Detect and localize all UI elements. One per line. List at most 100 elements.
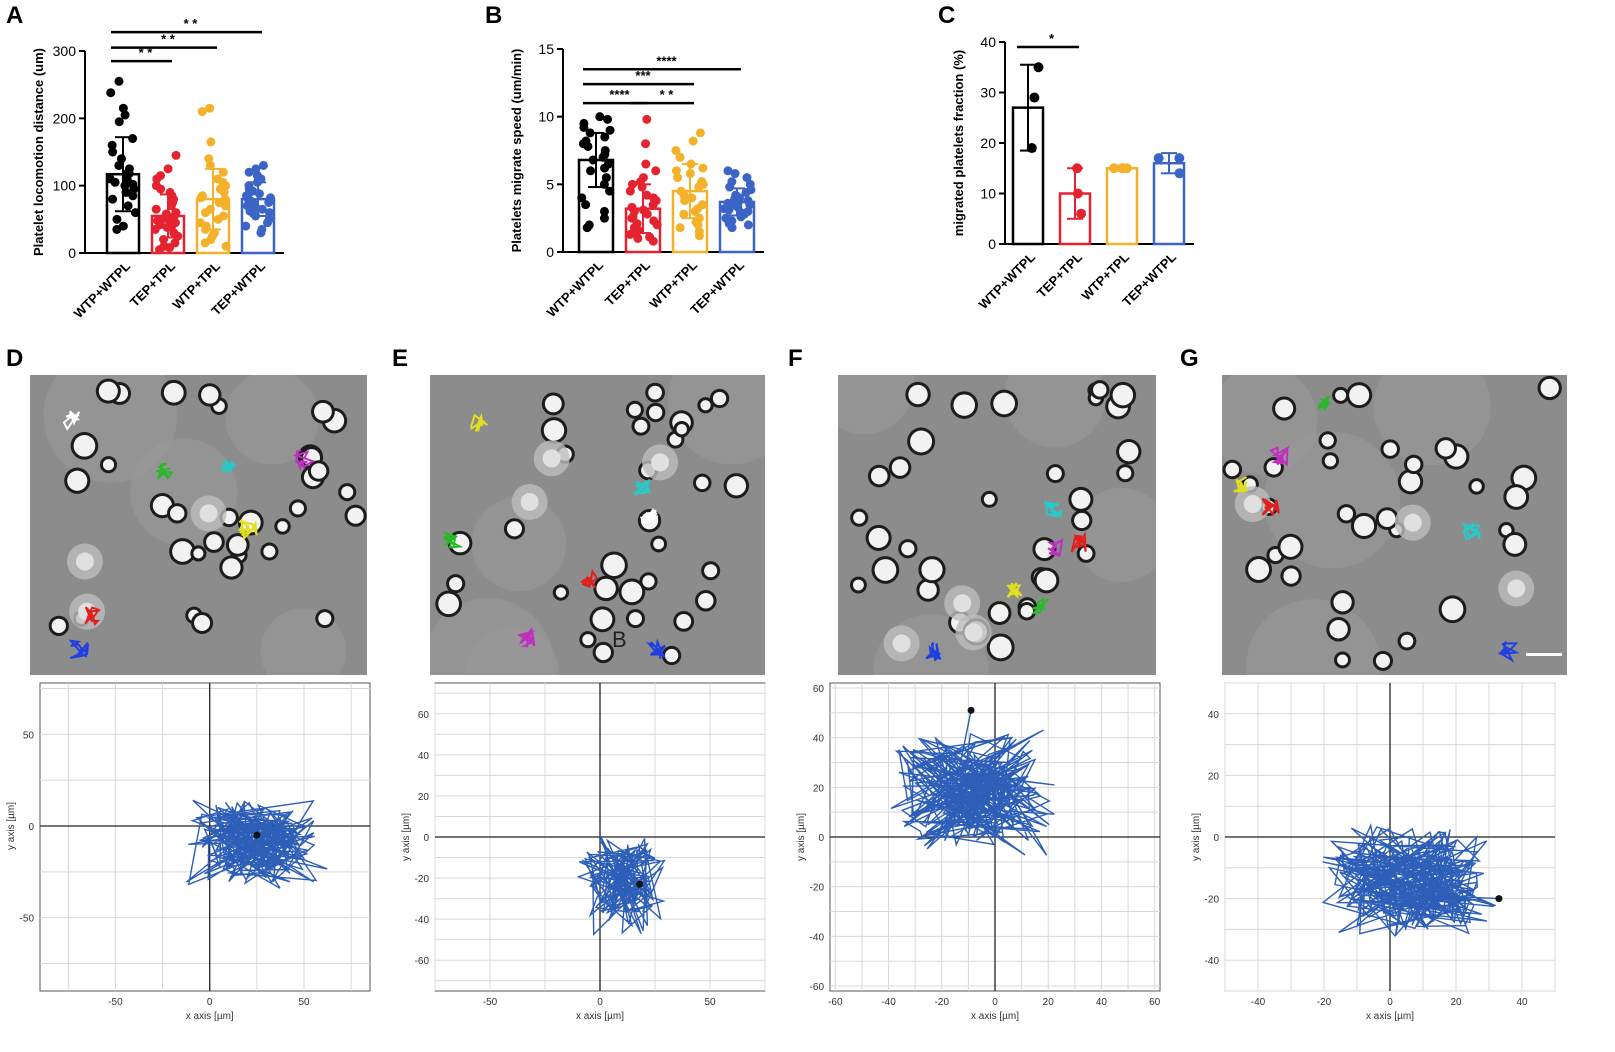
y-tick-label: 0 bbox=[818, 833, 824, 844]
y-tick-label: 0 bbox=[546, 244, 554, 260]
data-point bbox=[598, 152, 608, 162]
data-point bbox=[1174, 153, 1185, 164]
data-point bbox=[627, 179, 637, 189]
cell bbox=[901, 542, 915, 556]
bg-blob bbox=[1004, 375, 1106, 448]
cell bbox=[712, 391, 727, 406]
cell bbox=[310, 463, 327, 479]
data-point bbox=[114, 160, 124, 170]
cell bbox=[1400, 634, 1414, 648]
x-tick-label: -20 bbox=[935, 997, 950, 1008]
cell bbox=[698, 593, 714, 609]
data-point bbox=[1033, 62, 1044, 73]
data-point bbox=[581, 200, 591, 210]
cell bbox=[98, 381, 118, 401]
data-point bbox=[648, 200, 658, 210]
cell-track bbox=[1497, 640, 1520, 663]
cell bbox=[1505, 534, 1525, 554]
data-point bbox=[171, 150, 181, 160]
cell-track bbox=[516, 627, 536, 648]
cell bbox=[1112, 384, 1134, 406]
x-tick-label: WTP+WTPL bbox=[71, 258, 133, 320]
track-plot-f: -60 -40 -20 0 20 40 60 -60 -40 -20 0 20 40 60 x axis [… bbox=[796, 682, 1161, 1022]
x-tick-label: -50 bbox=[108, 997, 123, 1008]
x-tick-label: -60 bbox=[828, 997, 843, 1008]
data-point bbox=[264, 208, 274, 218]
y-tick-label: 60 bbox=[813, 684, 825, 695]
bg-blob bbox=[466, 627, 560, 675]
data-point bbox=[120, 181, 130, 191]
data-point bbox=[675, 152, 685, 162]
cell bbox=[628, 612, 642, 626]
cell bbox=[853, 511, 866, 524]
y-tick-label: 50 bbox=[23, 730, 35, 741]
y-tick-label: 0 bbox=[28, 822, 34, 833]
y-tick-label: 20 bbox=[1208, 771, 1220, 782]
cell-track bbox=[1261, 497, 1280, 517]
cell bbox=[648, 405, 663, 420]
y-tick-label: -40 bbox=[1205, 956, 1220, 967]
data-point bbox=[108, 194, 118, 204]
cell-track bbox=[1269, 445, 1290, 467]
cell bbox=[172, 541, 193, 562]
cell bbox=[1337, 654, 1348, 666]
halo-core bbox=[953, 594, 972, 613]
cell bbox=[263, 545, 276, 558]
cell bbox=[953, 394, 976, 416]
y-axis-label: y axis [µm] bbox=[796, 813, 807, 861]
cell-track bbox=[645, 638, 666, 659]
data-point bbox=[220, 201, 230, 211]
cell bbox=[704, 564, 718, 578]
data-point bbox=[118, 103, 128, 113]
cell-track bbox=[84, 606, 101, 627]
data-point bbox=[200, 224, 210, 234]
data-point bbox=[688, 136, 698, 146]
data-point bbox=[680, 196, 690, 206]
data-point bbox=[156, 184, 166, 194]
data-point bbox=[159, 235, 169, 245]
data-point bbox=[200, 238, 210, 248]
cell bbox=[163, 382, 184, 403]
data-point bbox=[730, 169, 740, 179]
track-end-point bbox=[636, 880, 644, 888]
x-tick-label: WTP+WTPL bbox=[976, 249, 1038, 311]
y-tick-label: -60 bbox=[415, 956, 430, 967]
chart-a: 0 100 200 300 Platelet locomotion distance (… bbox=[31, 16, 284, 321]
cell bbox=[1048, 467, 1062, 481]
data-point bbox=[637, 182, 647, 192]
y-tick-label: 30 bbox=[980, 85, 996, 101]
x-axis-label: x axis [µm] bbox=[576, 1011, 624, 1022]
x-tick-label: 40 bbox=[1516, 997, 1528, 1008]
data-point bbox=[741, 187, 751, 197]
data-point bbox=[633, 233, 643, 243]
cell bbox=[277, 521, 288, 532]
halo-core bbox=[1507, 579, 1526, 598]
cell bbox=[1280, 536, 1301, 557]
cell-track bbox=[632, 478, 652, 497]
data-point bbox=[206, 137, 216, 147]
cell bbox=[695, 476, 709, 490]
y-tick-label: 40 bbox=[980, 34, 996, 50]
data-point bbox=[162, 222, 172, 232]
significance-label: * * bbox=[161, 32, 176, 47]
data-point bbox=[262, 218, 272, 228]
data-point bbox=[588, 155, 598, 165]
cell bbox=[592, 609, 613, 630]
data-point bbox=[727, 223, 737, 233]
cell bbox=[543, 420, 565, 441]
cell bbox=[347, 507, 364, 524]
x-tick-label: 20 bbox=[1450, 997, 1462, 1008]
panel-letter-d: D bbox=[6, 345, 24, 372]
halo-core bbox=[1403, 513, 1422, 532]
cell bbox=[1540, 378, 1559, 398]
significance-label: * bbox=[1049, 31, 1055, 46]
cell-track bbox=[292, 449, 316, 472]
cell bbox=[1036, 570, 1057, 591]
cell bbox=[1321, 434, 1334, 447]
cell bbox=[1375, 653, 1390, 668]
cell bbox=[544, 395, 562, 413]
cell bbox=[67, 470, 88, 491]
cell bbox=[1378, 510, 1396, 527]
migration-track bbox=[890, 710, 1055, 856]
data-point bbox=[1076, 208, 1087, 219]
